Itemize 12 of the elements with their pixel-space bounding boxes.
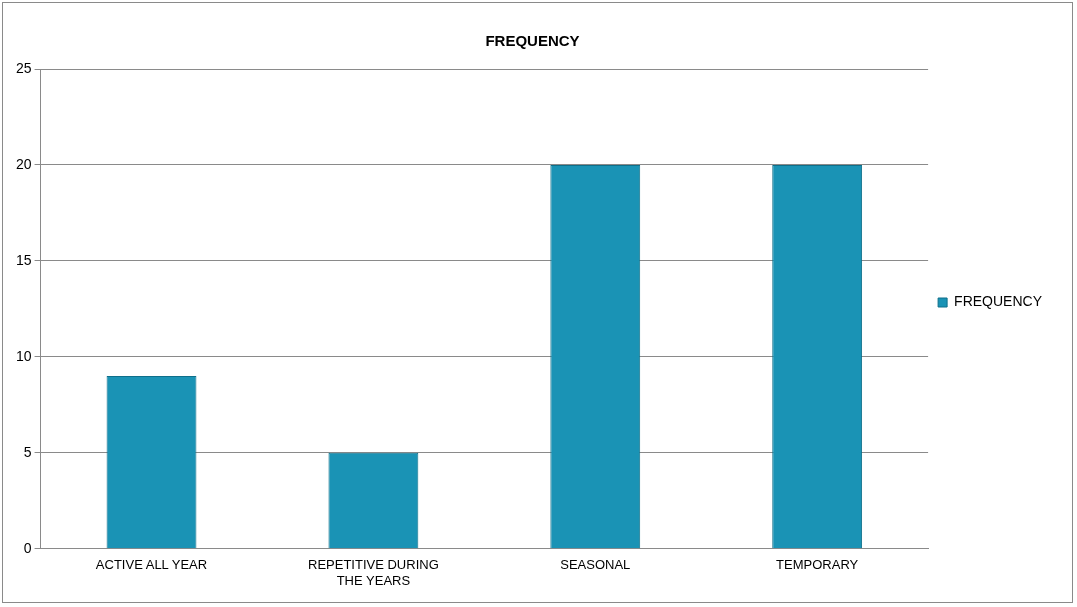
y-tick-label: 25 [15,59,32,76]
chart-title: FREQUENCY [485,32,580,50]
y-tick-label: 20 [15,155,32,172]
x-tick-label: REPETITIVE DURING THE YEARS [308,557,439,588]
legend-label: FREQUENCY [954,293,1043,310]
x-tick-label: TEMPORARY [776,557,859,573]
y-tick-label: 5 [23,443,32,460]
y-tick-label: 15 [15,251,32,268]
y-tick-label: 0 [23,539,32,556]
x-tick-label: SEASONAL [560,557,631,573]
y-tick-label: 10 [15,347,32,364]
x-tick-label: ACTIVE ALL YEAR [95,557,208,573]
